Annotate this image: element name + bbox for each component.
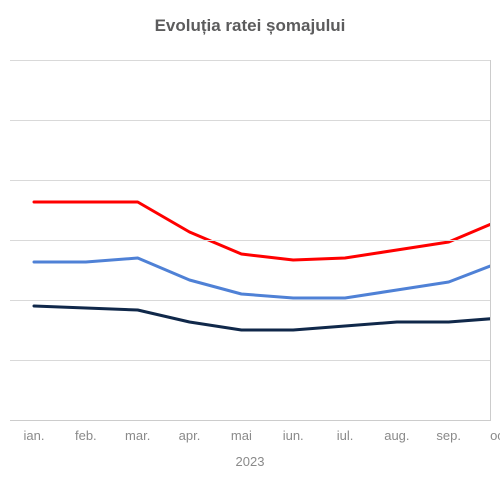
x-axis-label: mai — [231, 428, 252, 443]
x-axis-label: apr. — [179, 428, 201, 443]
series-navy — [34, 306, 490, 330]
x-axis-label: iul. — [337, 428, 354, 443]
gridline — [10, 300, 490, 301]
gridline — [10, 180, 490, 181]
x-axis-label: oct. — [490, 428, 500, 443]
x-axis-label: iun. — [283, 428, 304, 443]
gridline — [10, 240, 490, 241]
series-red — [34, 202, 490, 260]
x-axis-title: 2023 — [236, 454, 265, 469]
plot-area: ian.feb.mar.apr.maiiun.iul.aug.sep.oct.2… — [10, 60, 491, 421]
x-axis-label: feb. — [75, 428, 97, 443]
series-blue — [34, 258, 490, 298]
gridline — [10, 60, 490, 61]
gridline — [10, 360, 490, 361]
x-axis-label: sep. — [436, 428, 461, 443]
x-axis-label: mar. — [125, 428, 150, 443]
x-axis-label: aug. — [384, 428, 409, 443]
unemployment-line-chart: Evoluția ratei șomajului ian.feb.mar.apr… — [0, 0, 500, 500]
chart-title: Evoluția ratei șomajului — [0, 0, 500, 36]
x-axis-label: ian. — [24, 428, 45, 443]
gridline — [10, 120, 490, 121]
